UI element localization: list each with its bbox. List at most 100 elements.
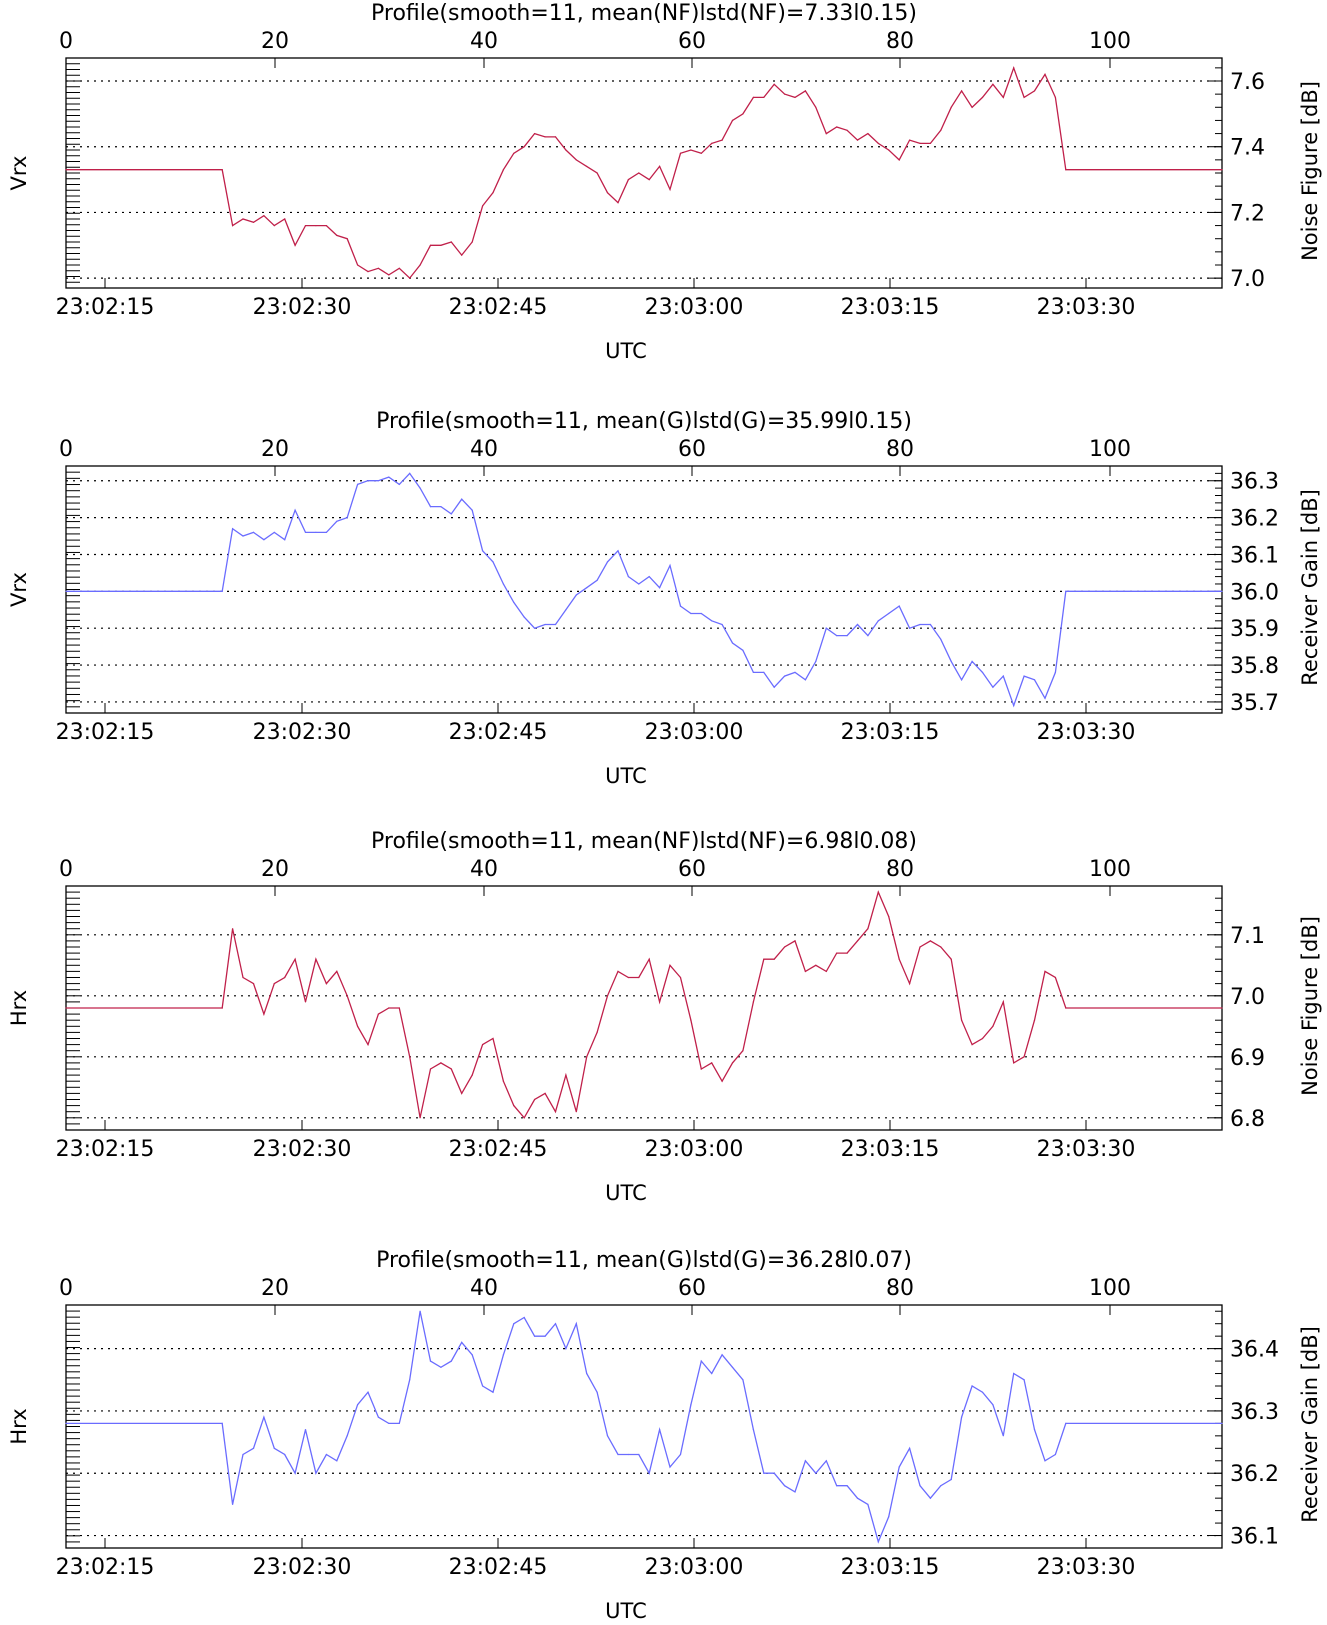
data-point [221,169,223,171]
data-point [325,1453,327,1456]
data-point [784,1485,786,1487]
data-point [940,638,942,640]
data-point [721,1354,723,1356]
data-point [815,106,817,108]
data-point [554,1323,557,1325]
data-point [971,660,973,663]
data-point [471,241,473,243]
data-point [909,983,911,985]
data-point [877,1541,879,1543]
data-point [398,483,400,485]
data-point [1065,590,1067,592]
data-point [419,1117,421,1119]
data-point [909,139,911,141]
data-point [357,1404,359,1406]
plot-frame [65,465,1223,714]
chart-panel-3: Profile(smooth=11, mean(NF)lstd(NF)=6.98… [7,829,1322,1205]
data-point [544,1092,546,1094]
plot-frame [65,885,1223,1131]
right-tick-label: 7.1 [1230,924,1265,949]
data-point [471,509,473,511]
bottom-tick-label: 23:02:45 [449,1137,548,1162]
data-point [294,509,296,511]
data-point [367,1391,369,1393]
data-point [461,498,463,500]
data-point [836,635,838,637]
right-tick-label: 36.4 [1230,1338,1279,1363]
data-point [461,254,463,256]
data-point [1023,675,1025,677]
data-point [669,188,671,190]
data-point [1221,1422,1223,1424]
data-point [1065,1422,1067,1424]
top-tick-label: 80 [886,437,914,462]
data-point [544,136,546,138]
data-point [388,1007,390,1009]
data-point [784,93,786,95]
data-point [919,946,921,948]
data-point [763,671,765,674]
data-point [523,616,525,618]
chart-panel-2: Profile(smooth=11, mean(G)lstd(G)=35.99l… [7,409,1322,788]
bottom-tick-label: 23:02:15 [56,295,155,320]
top-tick-label: 40 [470,29,498,54]
data-point [961,679,963,681]
data-point [388,476,390,478]
bottom-tick-label: 23:02:15 [56,1137,155,1162]
data-point [648,1472,650,1474]
data-point [731,1366,734,1368]
data-point [367,480,369,482]
top-tick-label: 80 [886,29,914,54]
data-point [804,679,807,681]
right-tick-label: 7.6 [1230,70,1265,95]
data-point [752,96,755,98]
data-point [1065,1007,1067,1009]
data-point [825,627,827,629]
data-point [856,1497,859,1499]
data-point [877,891,879,893]
data-point [856,623,859,626]
data-point [856,139,859,141]
data-point [450,241,452,243]
data-point [450,1360,452,1362]
data-point [617,550,619,552]
bottom-tick-label: 23:02:30 [253,1137,352,1162]
data-point [440,506,442,508]
data-point [971,1044,973,1046]
data-point [898,159,900,161]
data-point [1002,1001,1004,1003]
data-point [961,1416,963,1418]
data-point [294,1472,296,1474]
y-axis-label-left: Hrx [7,990,31,1026]
data-point [898,605,900,607]
data-point [721,139,723,141]
data-point [794,940,796,942]
data-point [273,983,275,985]
data-point [315,531,317,534]
data-point [565,609,567,611]
data-point [429,244,432,246]
data-point [565,1074,567,1076]
data-point [482,1044,484,1046]
top-tick-label: 100 [1089,1276,1131,1301]
right-tick-label: 36.3 [1230,1400,1279,1425]
data-point [263,1416,265,1418]
top-tick-label: 20 [261,437,289,462]
data-point [377,1416,379,1418]
data-point [252,1447,255,1449]
data-point [940,1485,942,1487]
data-point [711,142,713,144]
top-tick-label: 40 [470,1276,498,1301]
data-point [846,635,848,637]
data-point [940,129,942,131]
data-point [336,234,338,236]
data-point [856,940,859,942]
data-point [502,1354,504,1356]
bottom-tick-label: 23:03:00 [645,1555,744,1580]
data-point [440,1366,442,1368]
data-point [950,106,952,108]
data-point [596,1031,598,1033]
data-point [346,995,348,997]
data-point [461,1341,463,1343]
data-point [836,126,838,128]
